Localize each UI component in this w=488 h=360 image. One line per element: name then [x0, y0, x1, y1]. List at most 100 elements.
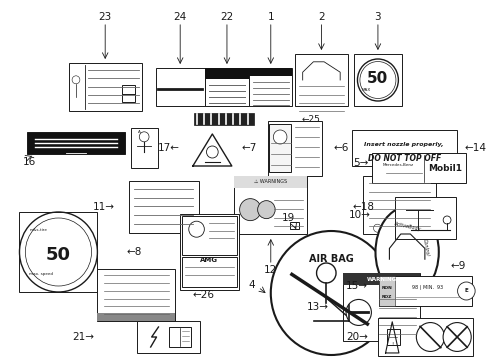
Text: 12: 12 [264, 265, 277, 275]
Text: 15→: 15→ [346, 281, 367, 291]
Text: 50: 50 [366, 71, 388, 86]
Circle shape [139, 132, 149, 142]
FancyBboxPatch shape [377, 318, 472, 356]
Text: 16: 16 [22, 157, 36, 167]
FancyBboxPatch shape [122, 85, 135, 94]
FancyBboxPatch shape [351, 130, 456, 166]
Text: ←9: ←9 [449, 261, 465, 271]
Circle shape [415, 323, 444, 351]
Text: ←8: ←8 [126, 247, 142, 257]
FancyBboxPatch shape [379, 276, 471, 306]
Text: Mercedes-Benz: Mercedes-Benz [382, 163, 413, 167]
Text: 1: 1 [267, 12, 274, 22]
Text: 98 ( MIN.  93: 98 ( MIN. 93 [411, 285, 442, 291]
Circle shape [357, 59, 398, 101]
FancyBboxPatch shape [394, 197, 455, 239]
Text: 21→: 21→ [72, 332, 94, 342]
Text: 50: 50 [46, 246, 71, 264]
Text: 19: 19 [281, 213, 294, 223]
Circle shape [316, 263, 335, 283]
Text: ←7: ←7 [241, 143, 256, 153]
Text: 24: 24 [173, 12, 186, 22]
FancyBboxPatch shape [180, 214, 238, 290]
Text: 11→: 11→ [93, 202, 115, 212]
FancyBboxPatch shape [130, 128, 158, 168]
Circle shape [239, 199, 261, 221]
FancyBboxPatch shape [249, 68, 292, 76]
FancyBboxPatch shape [97, 269, 175, 321]
Text: !: ! [390, 342, 392, 347]
FancyBboxPatch shape [371, 153, 465, 183]
FancyBboxPatch shape [182, 216, 236, 255]
Text: 23: 23 [99, 12, 112, 22]
FancyBboxPatch shape [137, 321, 200, 353]
Text: 17←: 17← [158, 143, 180, 153]
FancyBboxPatch shape [289, 222, 298, 229]
FancyBboxPatch shape [204, 68, 248, 106]
FancyBboxPatch shape [234, 176, 306, 234]
FancyBboxPatch shape [204, 68, 248, 78]
Text: 10→: 10→ [348, 210, 370, 220]
FancyBboxPatch shape [128, 181, 198, 233]
Text: Control: Control [421, 238, 429, 257]
Circle shape [273, 130, 286, 144]
FancyBboxPatch shape [269, 124, 290, 172]
FancyBboxPatch shape [379, 276, 394, 306]
Text: ←6: ←6 [332, 143, 348, 153]
Text: 4: 4 [247, 280, 254, 290]
Circle shape [257, 201, 275, 219]
Circle shape [346, 300, 371, 325]
Text: AMG: AMG [200, 257, 218, 262]
Text: Insert nozzle properly,: Insert nozzle properly, [364, 141, 443, 147]
Text: A: A [138, 130, 141, 134]
FancyBboxPatch shape [234, 176, 306, 188]
Text: RON: RON [381, 286, 392, 290]
Circle shape [188, 221, 204, 237]
Circle shape [25, 218, 91, 286]
Text: E: E [464, 288, 468, 293]
FancyBboxPatch shape [156, 68, 204, 106]
Text: 20→: 20→ [346, 332, 367, 342]
Circle shape [457, 282, 474, 300]
FancyBboxPatch shape [353, 54, 402, 106]
FancyBboxPatch shape [169, 327, 190, 347]
Text: ←18: ←18 [352, 202, 374, 212]
Circle shape [206, 146, 218, 158]
Text: MAX: MAX [361, 88, 370, 92]
Text: max. speed: max. speed [29, 272, 53, 276]
FancyBboxPatch shape [343, 273, 419, 341]
Text: 3: 3 [374, 12, 381, 22]
Circle shape [373, 224, 381, 232]
Circle shape [72, 76, 80, 84]
FancyBboxPatch shape [268, 121, 321, 176]
FancyBboxPatch shape [27, 132, 124, 154]
Text: AIR BAG: AIR BAG [308, 254, 353, 264]
Text: WARNING: WARNING [366, 276, 396, 282]
FancyBboxPatch shape [249, 68, 292, 106]
Text: 13→: 13→ [306, 302, 328, 312]
FancyBboxPatch shape [362, 176, 435, 234]
FancyBboxPatch shape [193, 113, 254, 125]
Text: 22: 22 [220, 12, 233, 22]
Text: ←25: ←25 [301, 114, 320, 123]
FancyBboxPatch shape [122, 93, 135, 102]
Ellipse shape [375, 207, 438, 297]
Text: ←26: ←26 [192, 290, 214, 300]
Text: ActiveBody: ActiveBody [392, 221, 420, 232]
FancyBboxPatch shape [343, 273, 419, 285]
FancyBboxPatch shape [386, 329, 399, 345]
Text: m&s-tire: m&s-tire [30, 228, 48, 232]
FancyBboxPatch shape [97, 313, 175, 321]
Text: DO NOT TOP OFF: DO NOT TOP OFF [367, 153, 440, 162]
Circle shape [270, 231, 391, 355]
Circle shape [359, 62, 395, 99]
Circle shape [442, 323, 470, 351]
Text: 5→: 5→ [352, 158, 367, 168]
Circle shape [442, 216, 450, 224]
Text: Mobil1: Mobil1 [427, 163, 461, 172]
FancyBboxPatch shape [182, 257, 236, 287]
Circle shape [20, 212, 97, 292]
Text: 2: 2 [318, 12, 324, 22]
Text: ←14: ←14 [464, 143, 486, 153]
Text: ROZ: ROZ [381, 295, 391, 299]
